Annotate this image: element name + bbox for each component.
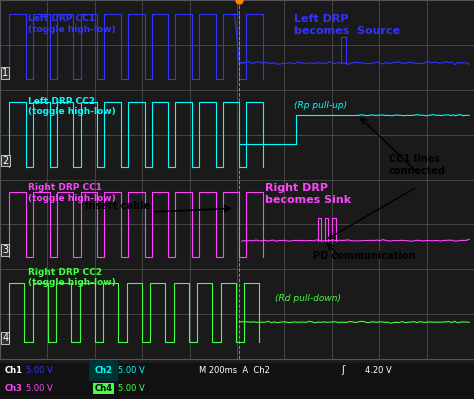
Text: 4: 4: [2, 333, 9, 343]
Text: ʃ: ʃ: [341, 365, 345, 375]
Text: Right DRP CC2
(toggle high-low): Right DRP CC2 (toggle high-low): [28, 267, 116, 287]
Text: Left DRP CC1
(toggle high-low): Left DRP CC1 (toggle high-low): [28, 14, 116, 34]
Text: Right DRP
becomes Sink: Right DRP becomes Sink: [265, 183, 352, 205]
Text: Insert cable: Insert cable: [85, 201, 151, 211]
Text: Ch1: Ch1: [5, 366, 23, 375]
Text: Ch3: Ch3: [5, 384, 23, 393]
Text: 1: 1: [2, 67, 9, 77]
Text: PD communication: PD communication: [313, 251, 415, 261]
Text: 5.00 V: 5.00 V: [26, 366, 53, 375]
Text: M 200ms  A  Ch2: M 200ms A Ch2: [199, 366, 270, 375]
Text: (Rd pull-down): (Rd pull-down): [275, 294, 341, 304]
Text: Ch2: Ch2: [95, 366, 113, 375]
Text: Left DRP
becomes  Source: Left DRP becomes Source: [294, 14, 400, 36]
Text: 5.00 V: 5.00 V: [118, 366, 145, 375]
Text: Right DRP CC1
(toggle high-low): Right DRP CC1 (toggle high-low): [28, 183, 116, 203]
Text: 5.00 V: 5.00 V: [118, 384, 145, 393]
Text: 3: 3: [2, 245, 9, 255]
Text: Ch4: Ch4: [95, 384, 113, 393]
Text: Left DRP CC2
(toggle high-low): Left DRP CC2 (toggle high-low): [28, 97, 116, 117]
Text: (Rp pull-up): (Rp pull-up): [294, 101, 347, 110]
Text: 4.20 V: 4.20 V: [365, 366, 392, 375]
Text: 5.00 V: 5.00 V: [26, 384, 53, 393]
Text: 2: 2: [2, 156, 9, 166]
Text: CC1 lines
connected: CC1 lines connected: [389, 154, 446, 176]
